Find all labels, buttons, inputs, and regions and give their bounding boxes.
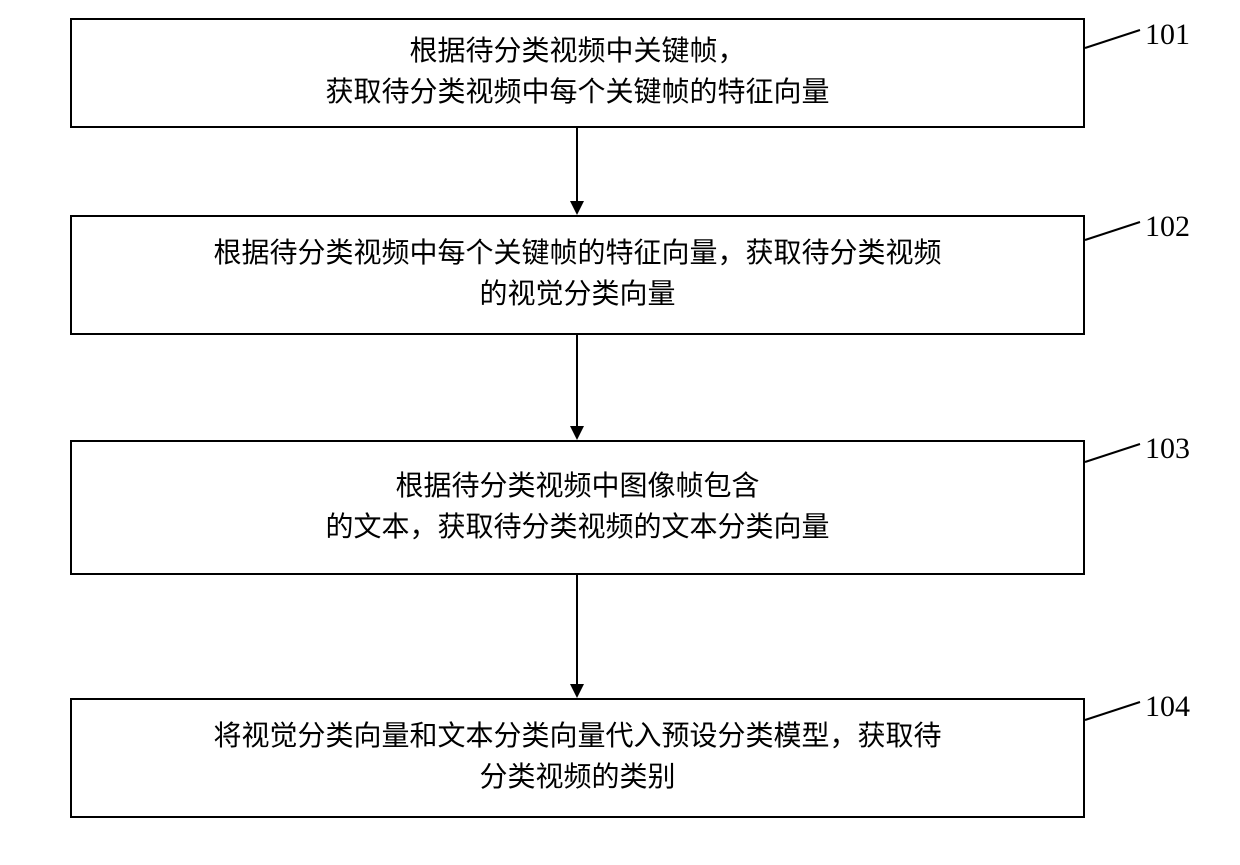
lead-line-4 (0, 0, 1240, 865)
node-label-4: 104 (1145, 690, 1190, 724)
flowchart-canvas: 根据待分类视频中关键帧， 获取待分类视频中每个关键帧的特征向量 101 根据待分… (0, 0, 1240, 865)
